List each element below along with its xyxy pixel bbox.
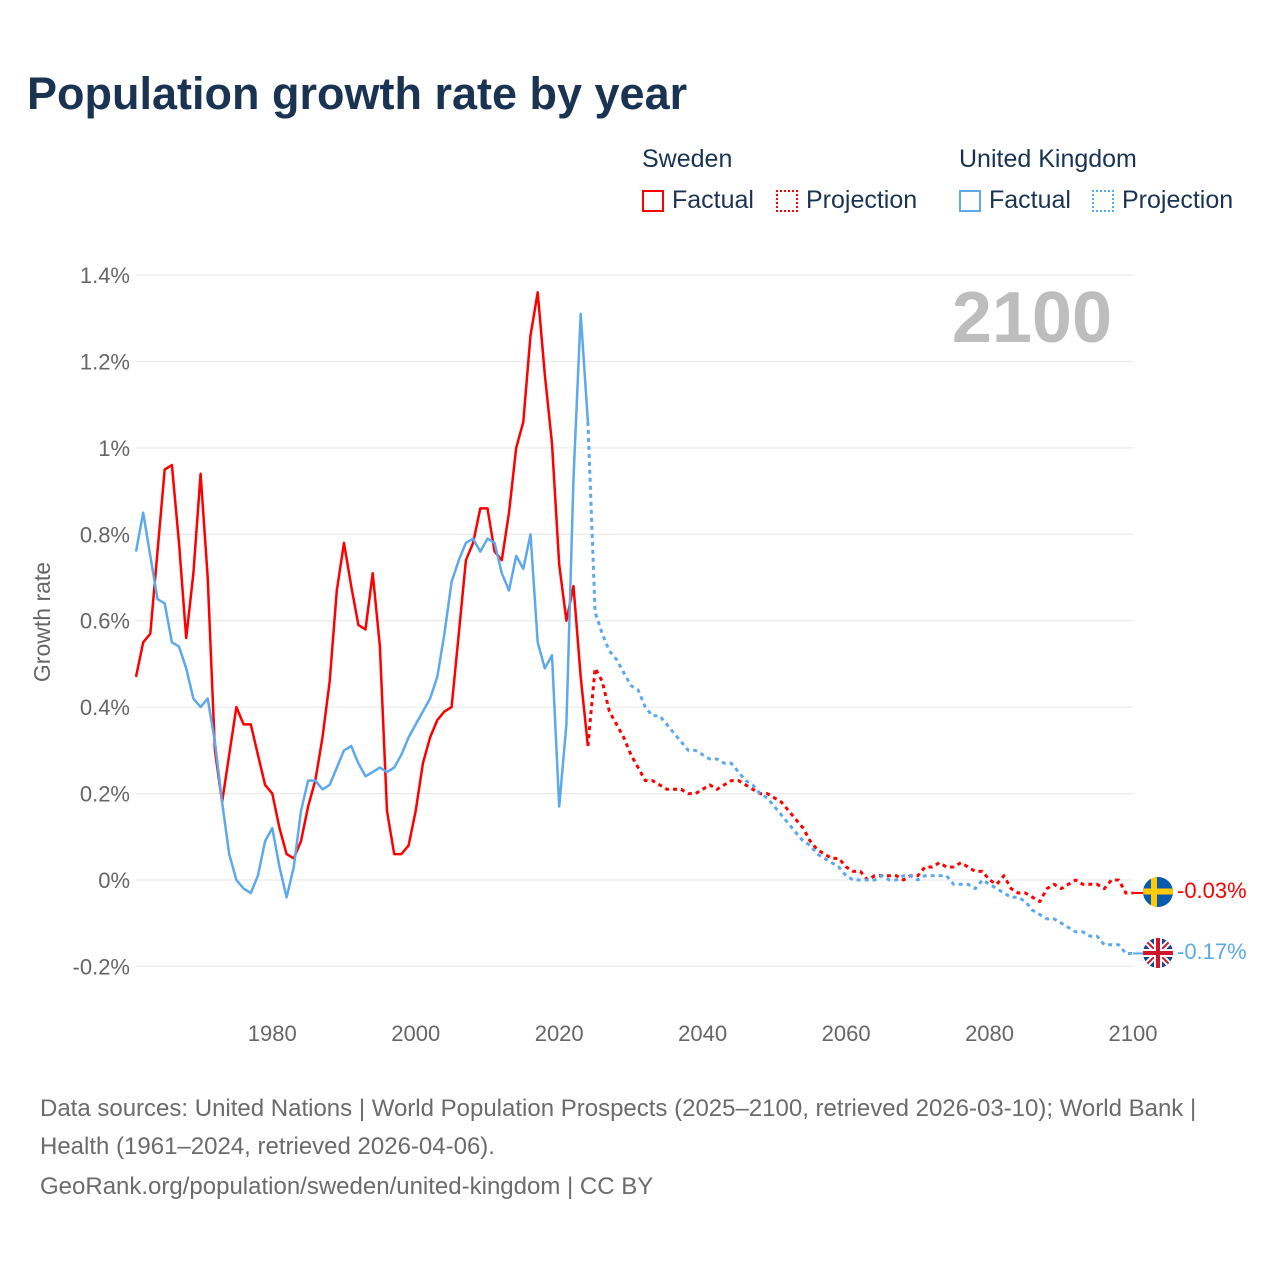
legend-swatch-solid bbox=[642, 189, 664, 212]
x-tick-label: 2000 bbox=[391, 1021, 440, 1046]
legend-uk-projection[interactable]: Projection bbox=[1092, 186, 1233, 215]
chart-title: Population growth rate by year bbox=[27, 68, 688, 119]
legend-sweden-factual[interactable]: Factual bbox=[642, 186, 754, 215]
y-tick-label: 0.6% bbox=[80, 609, 130, 634]
legend-swatch-dotted bbox=[1092, 189, 1114, 212]
x-tick-label: 2100 bbox=[1109, 1021, 1158, 1046]
y-tick-label: -0.2% bbox=[73, 954, 130, 979]
legend-swatch-dotted bbox=[776, 189, 798, 212]
y-tick-label: 0.2% bbox=[80, 782, 130, 807]
legend-sweden-projection[interactable]: Projection bbox=[776, 186, 917, 215]
y-tick-label: 1.2% bbox=[80, 349, 130, 374]
legend-group-uk: United Kingdom bbox=[959, 145, 1137, 173]
plot-area: -0.2% 0% 0.2% 0.4% 0.6% 0.8% 1% 1.2% 1.4% 1980 200… bbox=[29, 263, 1247, 1046]
flag-uk-icon bbox=[1143, 938, 1173, 968]
series-line-united-kingdom-factual bbox=[134, 312, 590, 899]
legend-label: Projection bbox=[1122, 186, 1234, 214]
x-tick-label: 2020 bbox=[535, 1021, 584, 1046]
y-tick-label: 0% bbox=[98, 868, 130, 893]
y-tick-label: 0.8% bbox=[80, 522, 130, 547]
end-label-uk: -0.17% bbox=[1177, 939, 1247, 964]
legend-label: Factual bbox=[672, 186, 754, 214]
y-tick-label: 1.4% bbox=[80, 263, 130, 288]
flag-sweden-icon bbox=[1143, 877, 1173, 907]
series-line-sweden-projection bbox=[586, 666, 1133, 904]
footer-sources: Data sources: United Nations | World Pop… bbox=[40, 1095, 1197, 1160]
end-label-sweden: -0.03% bbox=[1177, 878, 1247, 903]
series-line-united-kingdom-projection bbox=[586, 421, 1133, 955]
legend-group-sweden: Sweden bbox=[642, 145, 733, 173]
y-axis-label: Growth rate bbox=[29, 562, 55, 682]
x-tick-label: 1980 bbox=[248, 1021, 297, 1046]
x-tick-label: 2080 bbox=[965, 1021, 1014, 1046]
x-tick-label: 2040 bbox=[678, 1021, 727, 1046]
legend-uk-factual[interactable]: Factual bbox=[959, 186, 1071, 215]
y-tick-label: 0.4% bbox=[80, 695, 130, 720]
footer-site-link[interactable]: GeoRank.org/population/sweden/united-kin… bbox=[40, 1173, 654, 1200]
series-line-sweden-factual bbox=[134, 291, 590, 860]
legend-label: Projection bbox=[806, 186, 918, 214]
legend-label: Factual bbox=[989, 186, 1071, 214]
footer: Data sources: United Nations | World Pop… bbox=[40, 1090, 1240, 1206]
y-tick-label: 1% bbox=[98, 436, 130, 461]
year-display: 2100 bbox=[952, 278, 1112, 358]
legend-swatch-solid bbox=[959, 189, 981, 212]
x-tick-label: 2060 bbox=[822, 1021, 871, 1046]
